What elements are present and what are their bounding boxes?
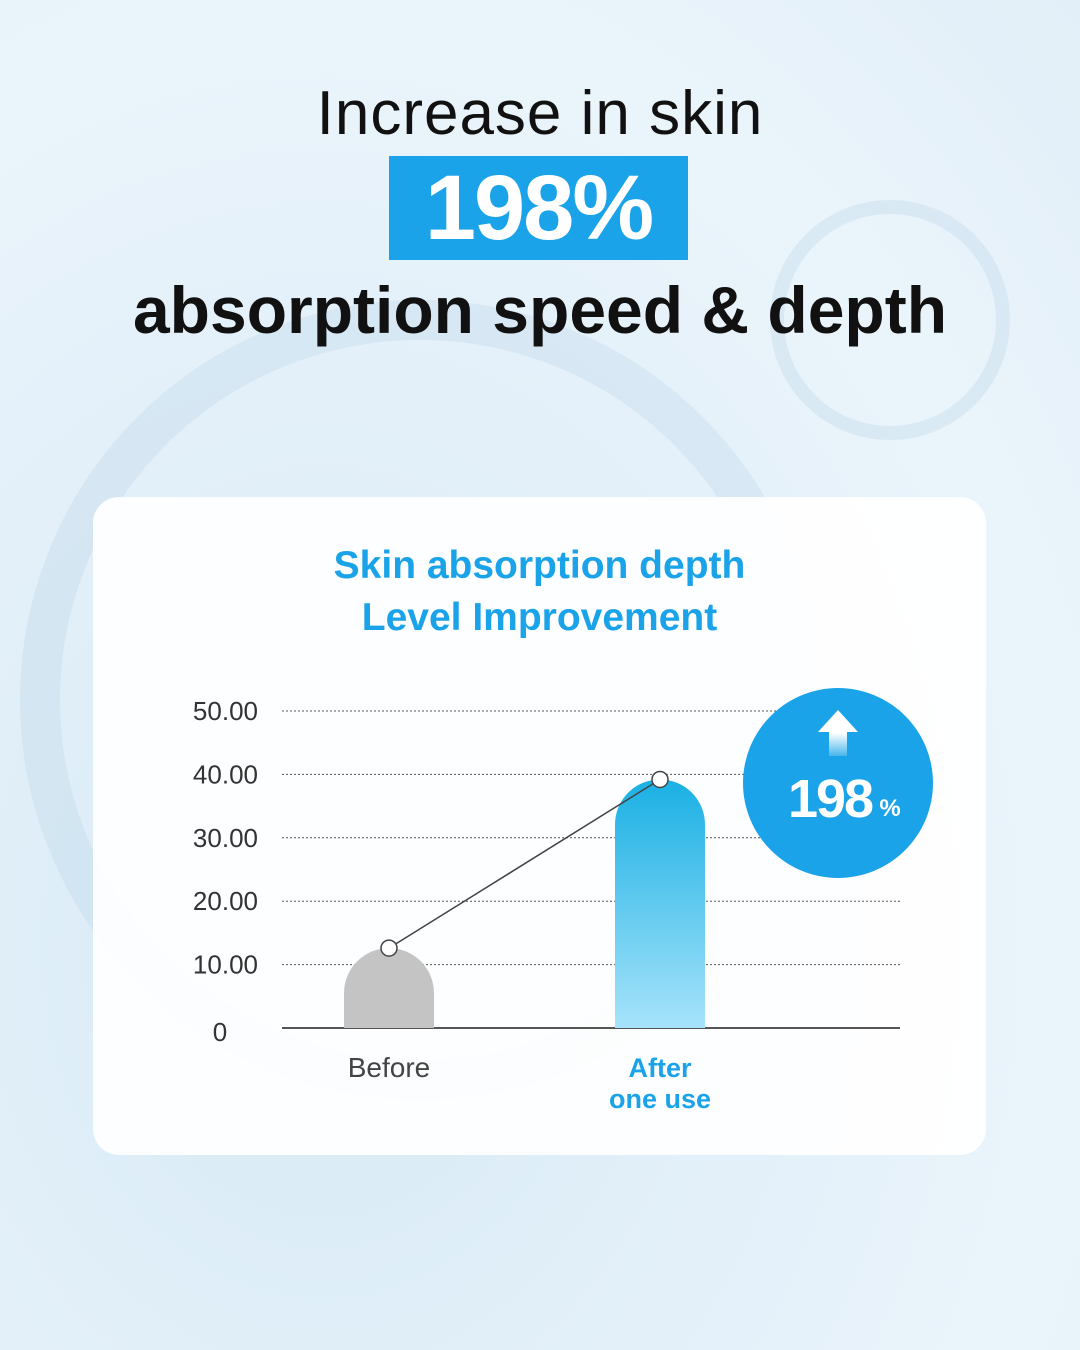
headline-highlight: 198% <box>389 156 688 260</box>
badge-value: 198 <box>788 769 873 829</box>
increase-badge <box>743 688 933 878</box>
y-tick-label: 30.00 <box>193 823 258 853</box>
trend-line <box>388 778 661 949</box>
x-tick-label: Before <box>348 1052 431 1083</box>
arrow-up-icon <box>818 710 858 756</box>
y-tick-label: 20.00 <box>193 886 258 916</box>
y-tick-label: 40.00 <box>193 759 258 789</box>
bar-after <box>615 779 705 1028</box>
headline-line-1: Increase in skin <box>316 79 764 148</box>
y-tick-label: 10.00 <box>193 950 258 980</box>
x-tick-label: After <box>628 1053 691 1083</box>
y-tick-label: 0 <box>213 1017 227 1047</box>
bar-before <box>344 948 434 1028</box>
data-point <box>651 770 669 789</box>
chart-title: Skin absorption depth Level Improvement <box>93 540 986 644</box>
chart-title-line: Level Improvement <box>361 596 718 639</box>
chart-title-line: Skin absorption depth <box>333 544 746 587</box>
y-tick-label: 50.00 <box>193 696 258 726</box>
data-point <box>380 939 398 957</box>
headline-line-3: absorption speed & depth <box>132 273 948 347</box>
badge-unit: % <box>879 795 900 822</box>
x-tick-label: one use <box>609 1084 711 1114</box>
